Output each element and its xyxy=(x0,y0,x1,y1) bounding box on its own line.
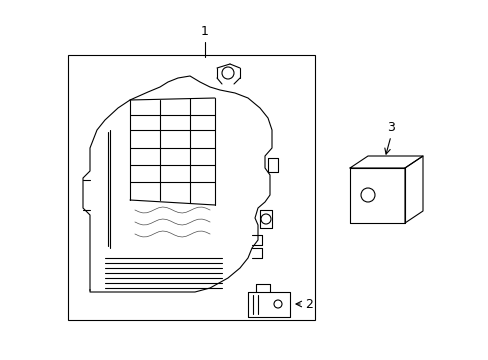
Bar xyxy=(68,55,314,320)
Text: 1: 1 xyxy=(201,25,208,38)
Text: 2: 2 xyxy=(305,298,312,311)
Text: 3: 3 xyxy=(386,121,394,134)
